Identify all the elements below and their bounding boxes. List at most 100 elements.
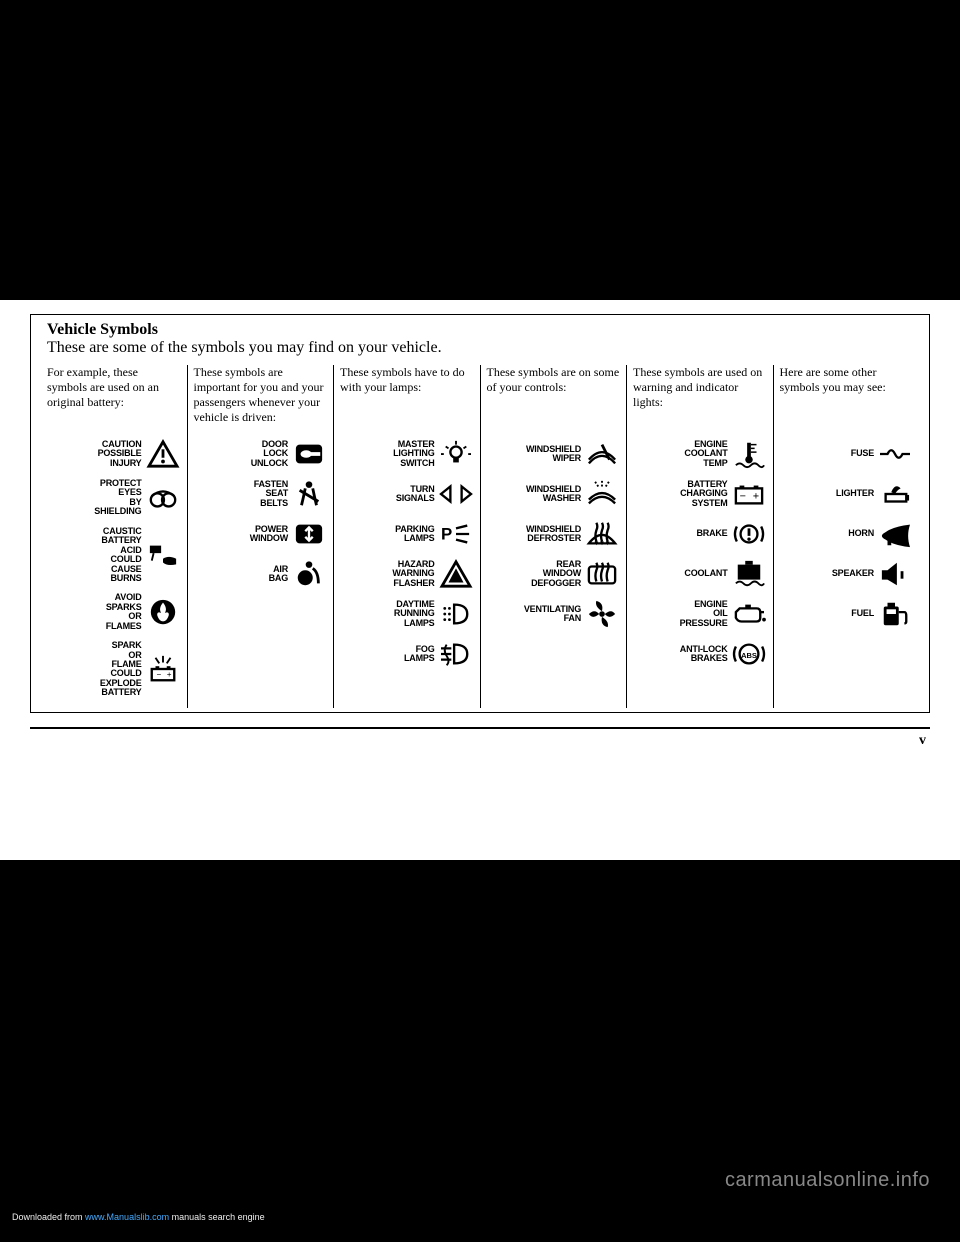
symbol-row: AVOIDSPARKSORFLAMES — [47, 593, 181, 631]
symbol-label: BRAKE — [633, 529, 731, 538]
symbol-label: HORN — [780, 529, 878, 538]
battery-spark-icon — [145, 654, 181, 684]
page-number: v — [30, 733, 930, 749]
symbol-row: LIGHTER — [780, 479, 914, 509]
symbol-row: BRAKE — [633, 519, 767, 549]
symbol-label: ENGINEOILPRESSURE — [633, 600, 731, 628]
symbol-row: DAYTIMERUNNINGLAMPS — [340, 599, 474, 629]
symbol-label: FUEL — [780, 609, 878, 618]
symbol-row: SPEAKER — [780, 559, 914, 589]
symbol-row: ANTI-LOCKBRAKES — [633, 639, 767, 669]
symbol-row: HAZARDWARNINGFLASHER — [340, 559, 474, 589]
hazard-icon — [438, 559, 474, 589]
symbol-row: FASTENSEATBELTS — [194, 479, 328, 509]
symbol-column: These symbols are important for you and … — [188, 365, 335, 708]
symbol-row: DOORLOCKUNLOCK — [194, 439, 328, 469]
symbol-column: For example, these symbols are used on a… — [41, 365, 188, 708]
symbol-row: PROTECTEYESBYSHIELDING — [47, 479, 181, 517]
symbol-row: POWERWINDOW — [194, 519, 328, 549]
master-light-icon — [438, 439, 474, 469]
goggles-icon — [145, 483, 181, 513]
defrost-front-icon — [584, 519, 620, 549]
speaker-icon — [877, 559, 913, 589]
symbol-row: ENGINEOILPRESSURE — [633, 599, 767, 629]
symbol-label: HAZARDWARNINGFLASHER — [340, 560, 438, 588]
symbol-label: PROTECTEYESBYSHIELDING — [47, 479, 145, 517]
symbol-label: WINDSHIELDDEFROSTER — [487, 525, 585, 544]
power-window-icon — [291, 519, 327, 549]
battery-icon — [731, 479, 767, 509]
symbol-column: These symbols are used on warning and in… — [627, 365, 774, 708]
divider — [30, 727, 930, 729]
symbol-label: REARWINDOWDEFOGGER — [487, 560, 585, 588]
symbol-label: LIGHTER — [780, 489, 878, 498]
horn-icon — [877, 519, 913, 549]
temp-icon — [731, 439, 767, 469]
coolant-icon — [731, 559, 767, 589]
drl-icon — [438, 599, 474, 629]
defrost-rear-icon — [584, 559, 620, 589]
symbol-label: ANTI-LOCKBRAKES — [633, 645, 731, 664]
column-heading: These symbols are on some of your contro… — [487, 365, 621, 429]
page-title: Vehicle Symbols — [41, 321, 919, 339]
seatbelt-icon — [291, 479, 327, 509]
warning-triangle-icon — [145, 439, 181, 469]
symbol-label: AIRBAG — [194, 565, 292, 584]
symbol-row: VENTILATINGFAN — [487, 599, 621, 629]
wiper-icon — [584, 439, 620, 469]
fog-lamps-icon — [438, 639, 474, 669]
symbol-row: FOGLAMPS — [340, 639, 474, 669]
page-subtitle: These are some of the symbols you may fi… — [41, 339, 919, 357]
symbol-label: TURNSIGNALS — [340, 485, 438, 504]
turn-signals-icon — [438, 479, 474, 509]
symbol-label: AVOIDSPARKSORFLAMES — [47, 593, 145, 631]
column-heading: These symbols are important for you and … — [194, 365, 328, 429]
symbol-row: SPARKORFLAMECOULDEXPLODEBATTERY — [47, 641, 181, 698]
symbol-row: CAUSTICBATTERYACIDCOULDCAUSEBURNS — [47, 527, 181, 584]
symbol-row: FUSE — [780, 439, 914, 469]
symbol-label: MASTERLIGHTINGSWITCH — [340, 440, 438, 468]
acid-hand-icon — [145, 540, 181, 570]
content-frame: Vehicle Symbols These are some of the sy… — [30, 314, 930, 713]
symbol-label: FASTENSEATBELTS — [194, 480, 292, 508]
symbol-label: CAUSTICBATTERYACIDCOULDCAUSEBURNS — [47, 527, 145, 584]
brake-icon — [731, 519, 767, 549]
manual-page: Vehicle Symbols These are some of the sy… — [0, 300, 960, 860]
parking-lamps-icon — [438, 519, 474, 549]
symbol-label: FOGLAMPS — [340, 645, 438, 664]
symbol-row: MASTERLIGHTINGSWITCH — [340, 439, 474, 469]
symbol-row: WINDSHIELDWIPER — [487, 439, 621, 469]
symbol-row: TURNSIGNALS — [340, 479, 474, 509]
symbol-row: ENGINECOOLANTTEMP — [633, 439, 767, 469]
symbol-label: PARKINGLAMPS — [340, 525, 438, 544]
column-heading: These symbols are used on warning and in… — [633, 365, 767, 429]
symbol-column: These symbols have to do with your lamps… — [334, 365, 481, 708]
column-heading: For example, these symbols are used on a… — [47, 365, 181, 429]
symbol-label: WINDSHIELDWASHER — [487, 485, 585, 504]
airbag-icon — [291, 559, 327, 589]
symbol-label: FUSE — [780, 449, 878, 458]
oil-icon — [731, 599, 767, 629]
symbol-column: These symbols are on some of your contro… — [481, 365, 628, 708]
symbol-row: REARWINDOWDEFOGGER — [487, 559, 621, 589]
symbol-row: WINDSHIELDDEFROSTER — [487, 519, 621, 549]
symbol-label: DAYTIMERUNNINGLAMPS — [340, 600, 438, 628]
fuse-icon — [877, 439, 913, 469]
symbol-row: HORN — [780, 519, 914, 549]
symbol-row: CAUTIONPOSSIBLEINJURY — [47, 439, 181, 469]
abs-icon — [731, 639, 767, 669]
symbol-row: FUEL — [780, 599, 914, 629]
download-source: Downloaded from www.Manualslib.com manua… — [12, 1212, 265, 1222]
symbol-label: SPARKORFLAMECOULDEXPLODEBATTERY — [47, 641, 145, 698]
washer-icon — [584, 479, 620, 509]
symbol-label: COOLANT — [633, 569, 731, 578]
door-lock-icon — [291, 439, 327, 469]
symbol-label: ENGINECOOLANTTEMP — [633, 440, 731, 468]
symbol-row: AIRBAG — [194, 559, 328, 589]
watermark: carmanualsonline.info — [725, 1169, 930, 1192]
symbol-label: CAUTIONPOSSIBLEINJURY — [47, 440, 145, 468]
symbol-label: SPEAKER — [780, 569, 878, 578]
symbol-row: COOLANT — [633, 559, 767, 589]
symbol-label: POWERWINDOW — [194, 525, 292, 544]
fuel-icon — [877, 599, 913, 629]
